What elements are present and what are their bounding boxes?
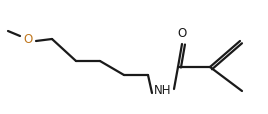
Text: O: O [23,33,33,46]
Text: NH: NH [154,84,172,97]
Text: O: O [177,27,187,40]
